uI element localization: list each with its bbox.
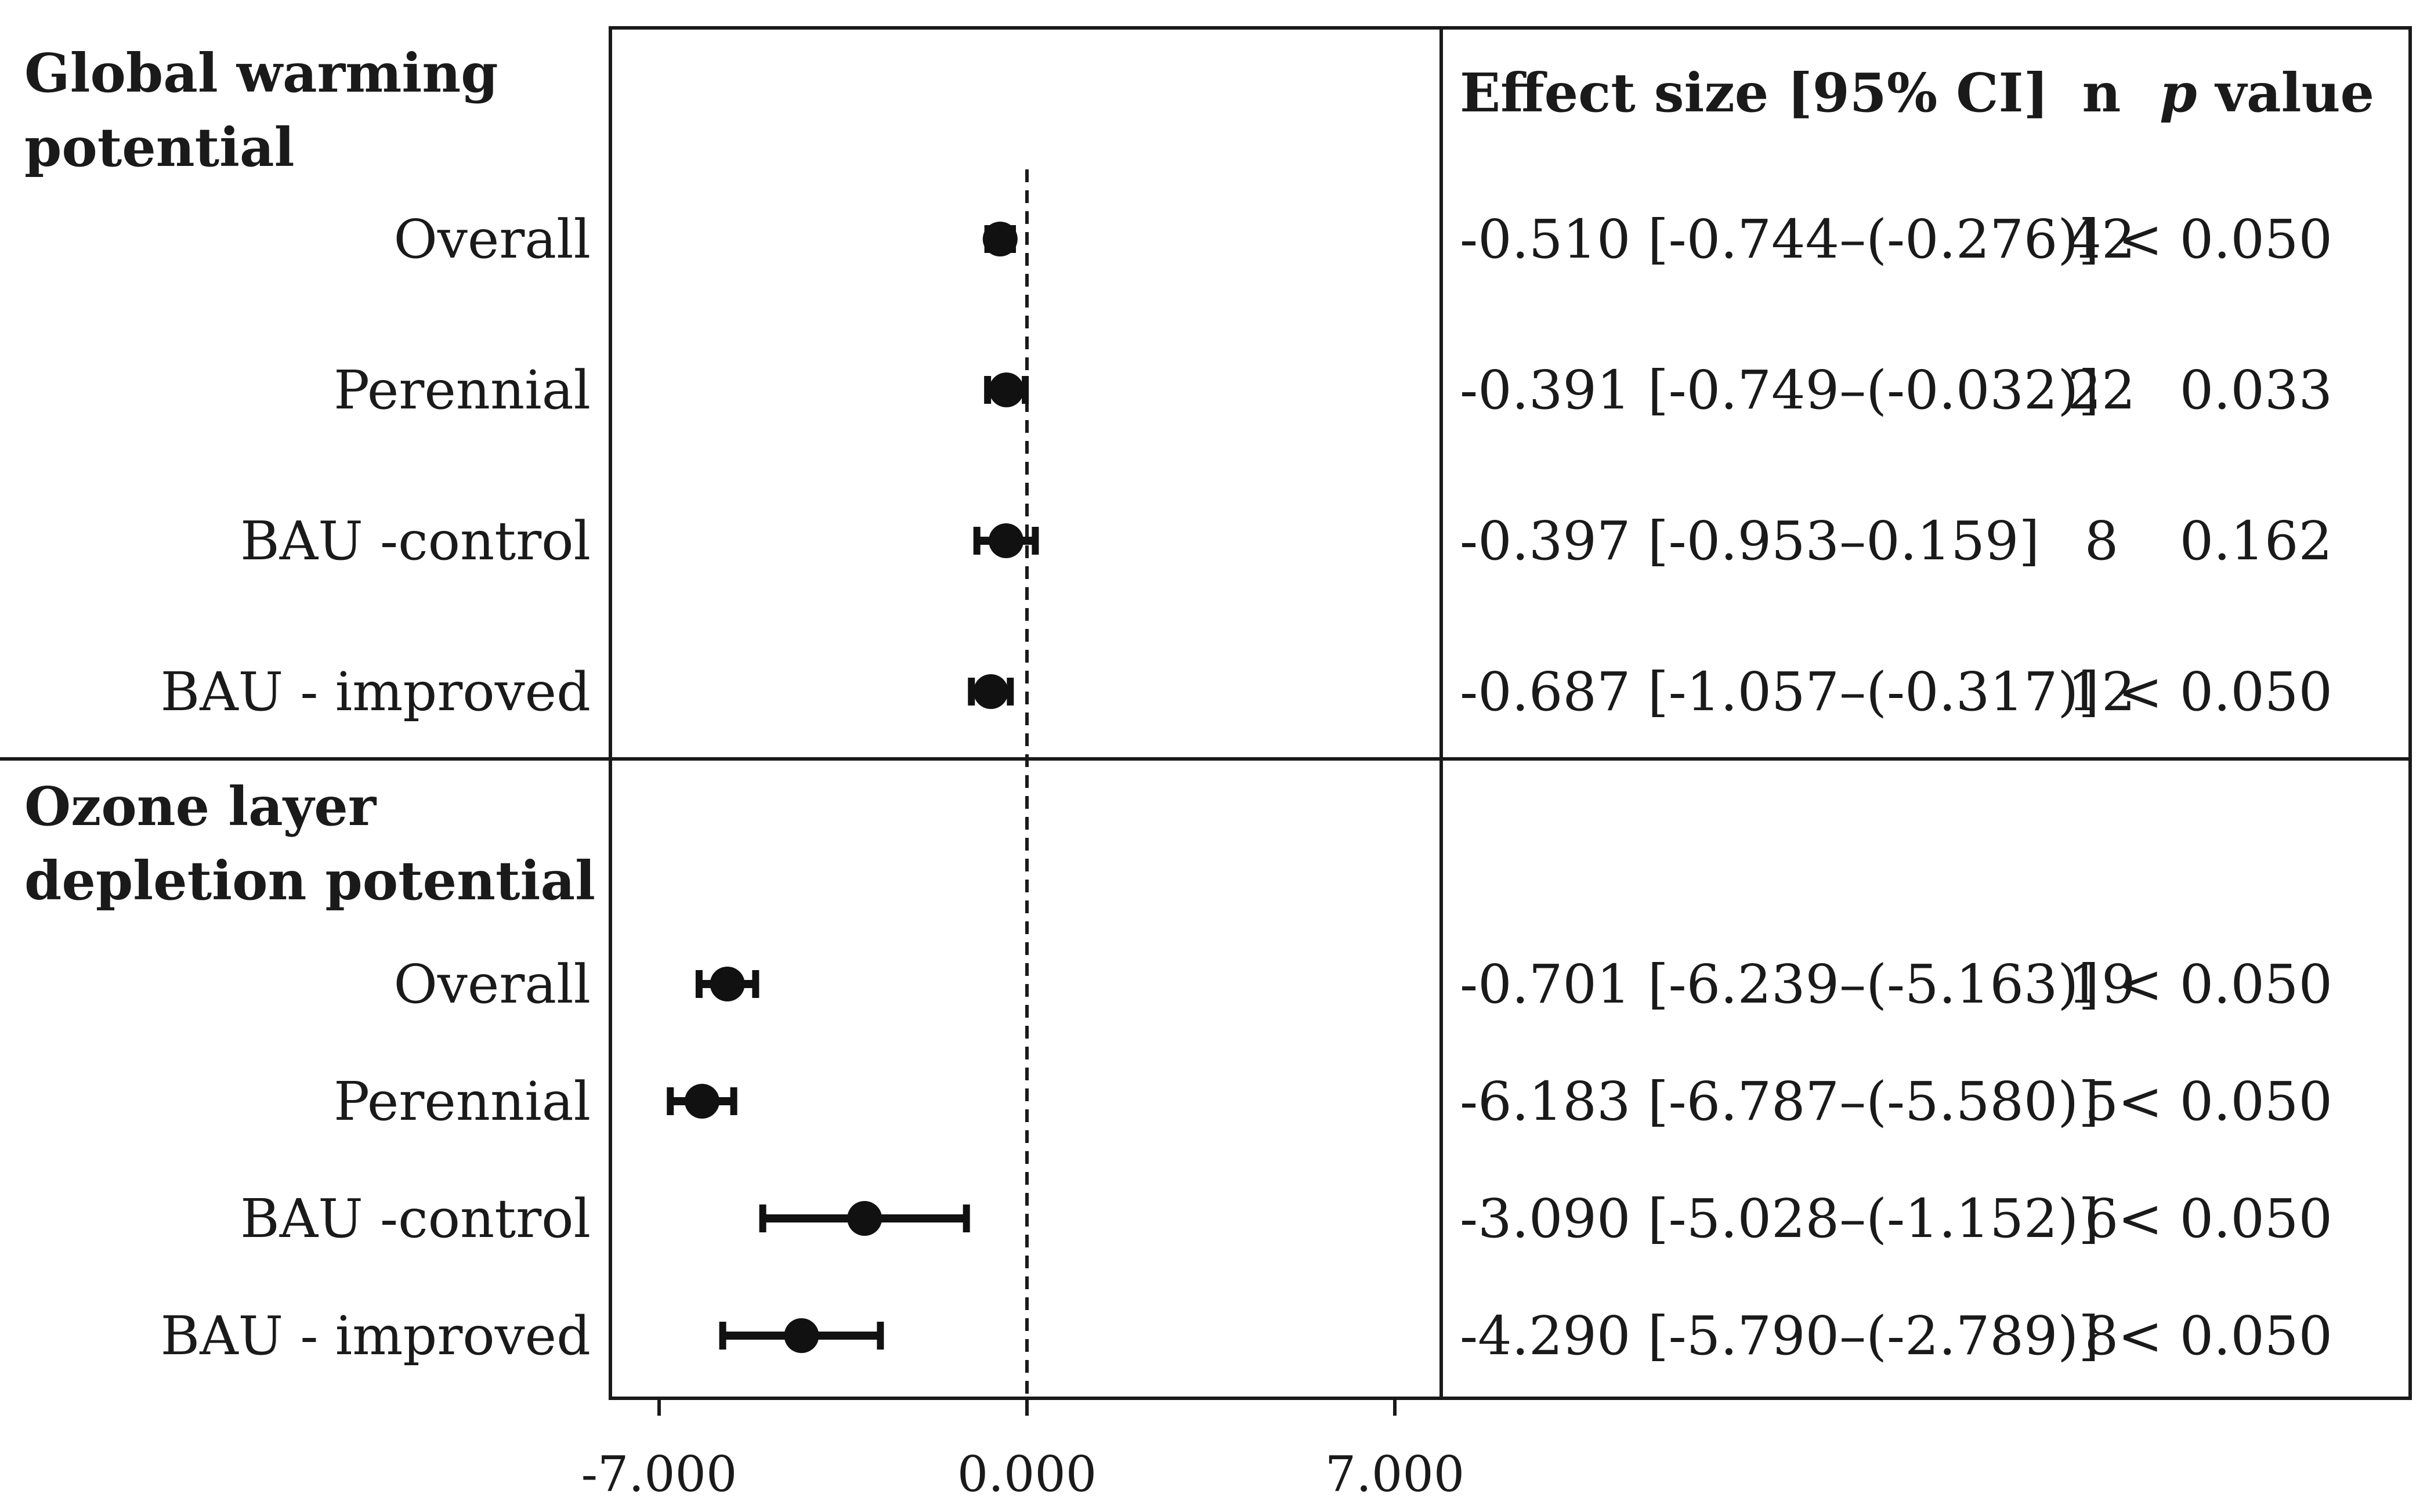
p-value-text: < 0.050 — [2118, 953, 2332, 1015]
plot-frame — [609, 26, 2412, 1400]
effect-point — [684, 1084, 719, 1119]
group-title-gwp-line2: potential — [24, 116, 295, 179]
effect-point — [847, 1201, 882, 1236]
row-label: BAU - improved — [161, 1305, 591, 1367]
effect-size-text: -6.183 [-6.787–(-5.580)] — [1460, 1070, 2099, 1133]
header-p-value: p value — [2160, 62, 2374, 124]
row-label: Perennial — [334, 359, 591, 421]
header-effect-size: Effect size [95% CI] — [1460, 62, 2049, 124]
n-text: 12 — [2067, 661, 2135, 723]
gwp-row-1: Overall -0.510 [-0.744–(-0.276)]42< 0.050 — [393, 208, 2332, 270]
p-value-text: < 0.050 — [2118, 1070, 2332, 1133]
forest-rows: Overall -0.510 [-0.744–(-0.276)]42< 0.050… — [161, 208, 2332, 1367]
effect-size-text: -0.687 [-1.057–(-0.317)] — [1460, 661, 2099, 723]
header-p-italic: p — [2160, 62, 2197, 124]
p-value-text: < 0.050 — [2118, 1305, 2332, 1367]
gwp-row-2: Perennial -0.391 [-0.749–(-0.032)]22 0.033 — [334, 359, 2332, 421]
effect-point — [982, 222, 1018, 256]
gwp-row-3: BAU -control -0.397 [-0.953–0.159] 8 0.162 — [240, 510, 2332, 572]
n-text: 19 — [2067, 953, 2135, 1015]
effect-size-text: -0.510 [-0.744–(-0.276)] — [1460, 208, 2099, 270]
n-text: 22 — [2067, 359, 2135, 421]
effect-point — [784, 1318, 819, 1353]
n-text: 8 — [2085, 1305, 2119, 1367]
n-text: 6 — [2085, 1188, 2119, 1250]
p-value-text: 0.033 — [2180, 359, 2332, 421]
effect-size-text: -4.290 [-5.790–(-2.789)] — [1460, 1305, 2099, 1367]
n-text: 42 — [2067, 208, 2135, 270]
x-axis: -7.000 0.000 7.000 — [581, 1398, 1464, 1503]
effect-point — [989, 523, 1024, 558]
effect-size-text: -0.701 [-6.239–(-5.163)] — [1460, 953, 2099, 1015]
gwp-row-4: BAU - improved -0.687 [-1.057–(-0.317)]12… — [161, 661, 2332, 723]
row-label: Perennial — [334, 1070, 591, 1133]
p-value-text: < 0.050 — [2118, 661, 2332, 723]
effect-point — [989, 372, 1024, 407]
n-text: 5 — [2085, 1070, 2119, 1133]
header-n: n — [2082, 62, 2121, 124]
group-title-ozone-line2: depletion potential — [24, 849, 595, 912]
effect-size-text: -0.391 [-0.749–(-0.032)] — [1460, 359, 2099, 421]
ozone-row-2: Perennial -6.183 [-6.787–(-5.580)]5 < 0.05… — [334, 1070, 2332, 1133]
p-value-text: < 0.050 — [2118, 208, 2332, 270]
effect-size-text: -0.397 [-0.953–0.159] — [1460, 510, 2039, 572]
effect-point — [710, 967, 745, 1001]
ozone-row-1: Overall -0.701 [-6.239–(-5.163)]19< 0.050 — [393, 953, 2332, 1015]
ozone-row-4: BAU - improved -4.290 [-5.790–(-2.789)]8 <… — [161, 1305, 2332, 1367]
row-label: BAU - improved — [161, 661, 591, 723]
row-label: Overall — [393, 953, 591, 1015]
ozone-row-3: BAU -control -3.090 [-5.028–(-1.152)]6 < 0… — [240, 1188, 2332, 1250]
n-text: 8 — [2085, 510, 2119, 572]
row-label: BAU -control — [240, 510, 591, 572]
row-label: Overall — [393, 208, 591, 270]
row-label: BAU -control — [240, 1188, 591, 1250]
effect-size-text: -3.090 [-5.028–(-1.152)] — [1460, 1188, 2099, 1250]
x-tick-label: 7.000 — [1325, 1446, 1464, 1503]
header-p-rest: value — [2197, 62, 2374, 124]
p-value-text: 0.162 — [2180, 510, 2332, 572]
x-tick-label: -7.000 — [581, 1446, 737, 1503]
group-title-ozone-line1: Ozone layer — [24, 775, 377, 838]
effect-point — [973, 674, 1008, 709]
p-value-text: < 0.050 — [2118, 1188, 2332, 1250]
group-title-gwp-line1: Global warming — [24, 42, 498, 104]
x-tick-label: 0.000 — [957, 1446, 1097, 1503]
